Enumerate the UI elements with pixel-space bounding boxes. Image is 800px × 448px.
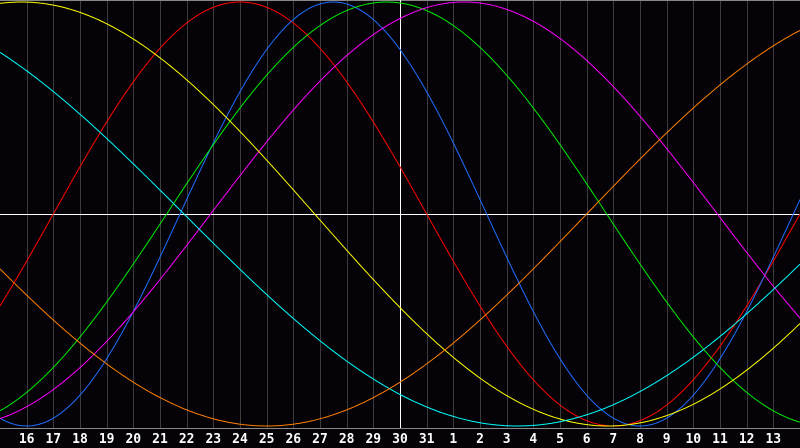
x-tick-label: 9 (663, 432, 671, 447)
series-line-4 (0, 1, 800, 420)
x-tick-label: 29 (365, 432, 381, 447)
series-line-7 (0, 29, 800, 427)
x-tick-label: 10 (685, 432, 701, 447)
x-tick-label: 21 (152, 432, 168, 447)
x-tick-label: 19 (99, 432, 115, 447)
x-tick-label: 23 (205, 432, 221, 447)
series-line-5 (0, 1, 800, 427)
x-tick-label: 25 (259, 432, 275, 447)
x-tick-label: 16 (19, 432, 35, 447)
x-tick-label: 2 (476, 432, 484, 447)
x-tick-labels: 16 17 18 19 20 21 22 23 24 25 26 27 28 29 30 31 1 2 3 4 5 6 7 8… (19, 432, 781, 447)
x-tick-label: 17 (45, 432, 61, 447)
x-tick-label: 13 (765, 432, 781, 447)
series-line-1 (0, 1, 800, 427)
series-line-3 (0, 1, 800, 423)
x-tick-label: 3 (503, 432, 511, 447)
x-tick-label: 28 (339, 432, 355, 447)
x-tick-label: 31 (419, 432, 435, 447)
x-tick-label: 6 (583, 432, 591, 447)
series-line-6 (0, 51, 800, 427)
x-tick-label: 11 (712, 432, 728, 447)
series-lines (0, 1, 800, 427)
x-tick-label: 18 (72, 432, 88, 447)
x-tick-label: 24 (232, 432, 248, 447)
x-tick-label: 20 (125, 432, 141, 447)
x-tick-label: 30 (392, 432, 408, 447)
x-tick-label: 22 (179, 432, 195, 447)
x-tick-label: 5 (556, 432, 564, 447)
x-tick-label: 8 (636, 432, 644, 447)
x-tick-label: 7 (609, 432, 617, 447)
x-tick-label: 12 (739, 432, 755, 447)
x-tick-label: 1 (449, 432, 457, 447)
axes (0, 0, 800, 429)
x-tick-label: 27 (312, 432, 328, 447)
x-tick-label: 26 (285, 432, 301, 447)
x-tick-label: 4 (529, 432, 537, 447)
